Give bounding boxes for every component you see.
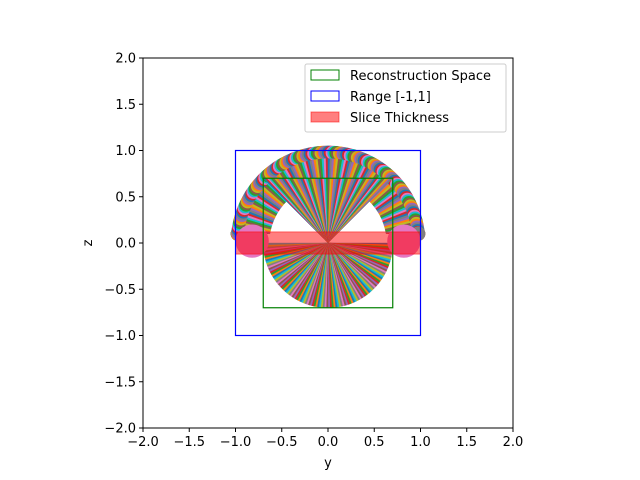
y-tick-label: 0.5 (115, 190, 136, 205)
y-tick-label: 1.0 (115, 144, 136, 159)
range-box (234, 149, 422, 337)
y-tick-label: 2.0 (115, 52, 136, 67)
plot-data-layer (230, 145, 426, 337)
x-tick-label: 0.0 (318, 435, 339, 450)
legend: Reconstruction Space Range [-1,1] Slice … (304, 63, 507, 133)
x-tick-label: 1.0 (410, 435, 431, 450)
x-tick-label: 2.0 (503, 435, 524, 450)
legend-label-slice-thickness: Slice Thickness (350, 111, 449, 126)
y-tick-label: 1.5 (115, 98, 136, 113)
x-tick-label: −1.5 (173, 435, 205, 450)
tick-layer: −2.0 −1.5 −1.0 −0.5 0.0 0.5 1.0 1.5 2.0−2.0−1.5−… (104, 52, 523, 451)
y-tick-label: −1.0 (104, 329, 136, 344)
legend-swatch-reconstruction-space (310, 69, 340, 81)
x-tick-label: −1.0 (220, 435, 252, 450)
y-tick-label: −1.5 (104, 375, 136, 390)
legend-swatch-range (310, 90, 340, 102)
y-tick-label: −2.0 (104, 422, 136, 437)
legend-label-reconstruction-space: Reconstruction Space (350, 69, 491, 84)
legend-swatch-slice-thickness (310, 111, 340, 123)
y-tick-label: 0.0 (115, 237, 136, 252)
y-tick-label: −0.5 (104, 283, 136, 298)
x-tick-label: 1.5 (456, 435, 477, 450)
x-tick-label: −0.5 (266, 435, 298, 450)
legend-box (304, 63, 507, 133)
x-tick-label: −2.0 (127, 435, 159, 450)
reconstruction-space-box (262, 177, 394, 309)
y-axis-label: z (81, 239, 96, 246)
x-axis-label: y (324, 456, 332, 471)
x-tick-label: 0.5 (364, 435, 385, 450)
legend-label-range: Range [-1,1] (350, 90, 431, 105)
